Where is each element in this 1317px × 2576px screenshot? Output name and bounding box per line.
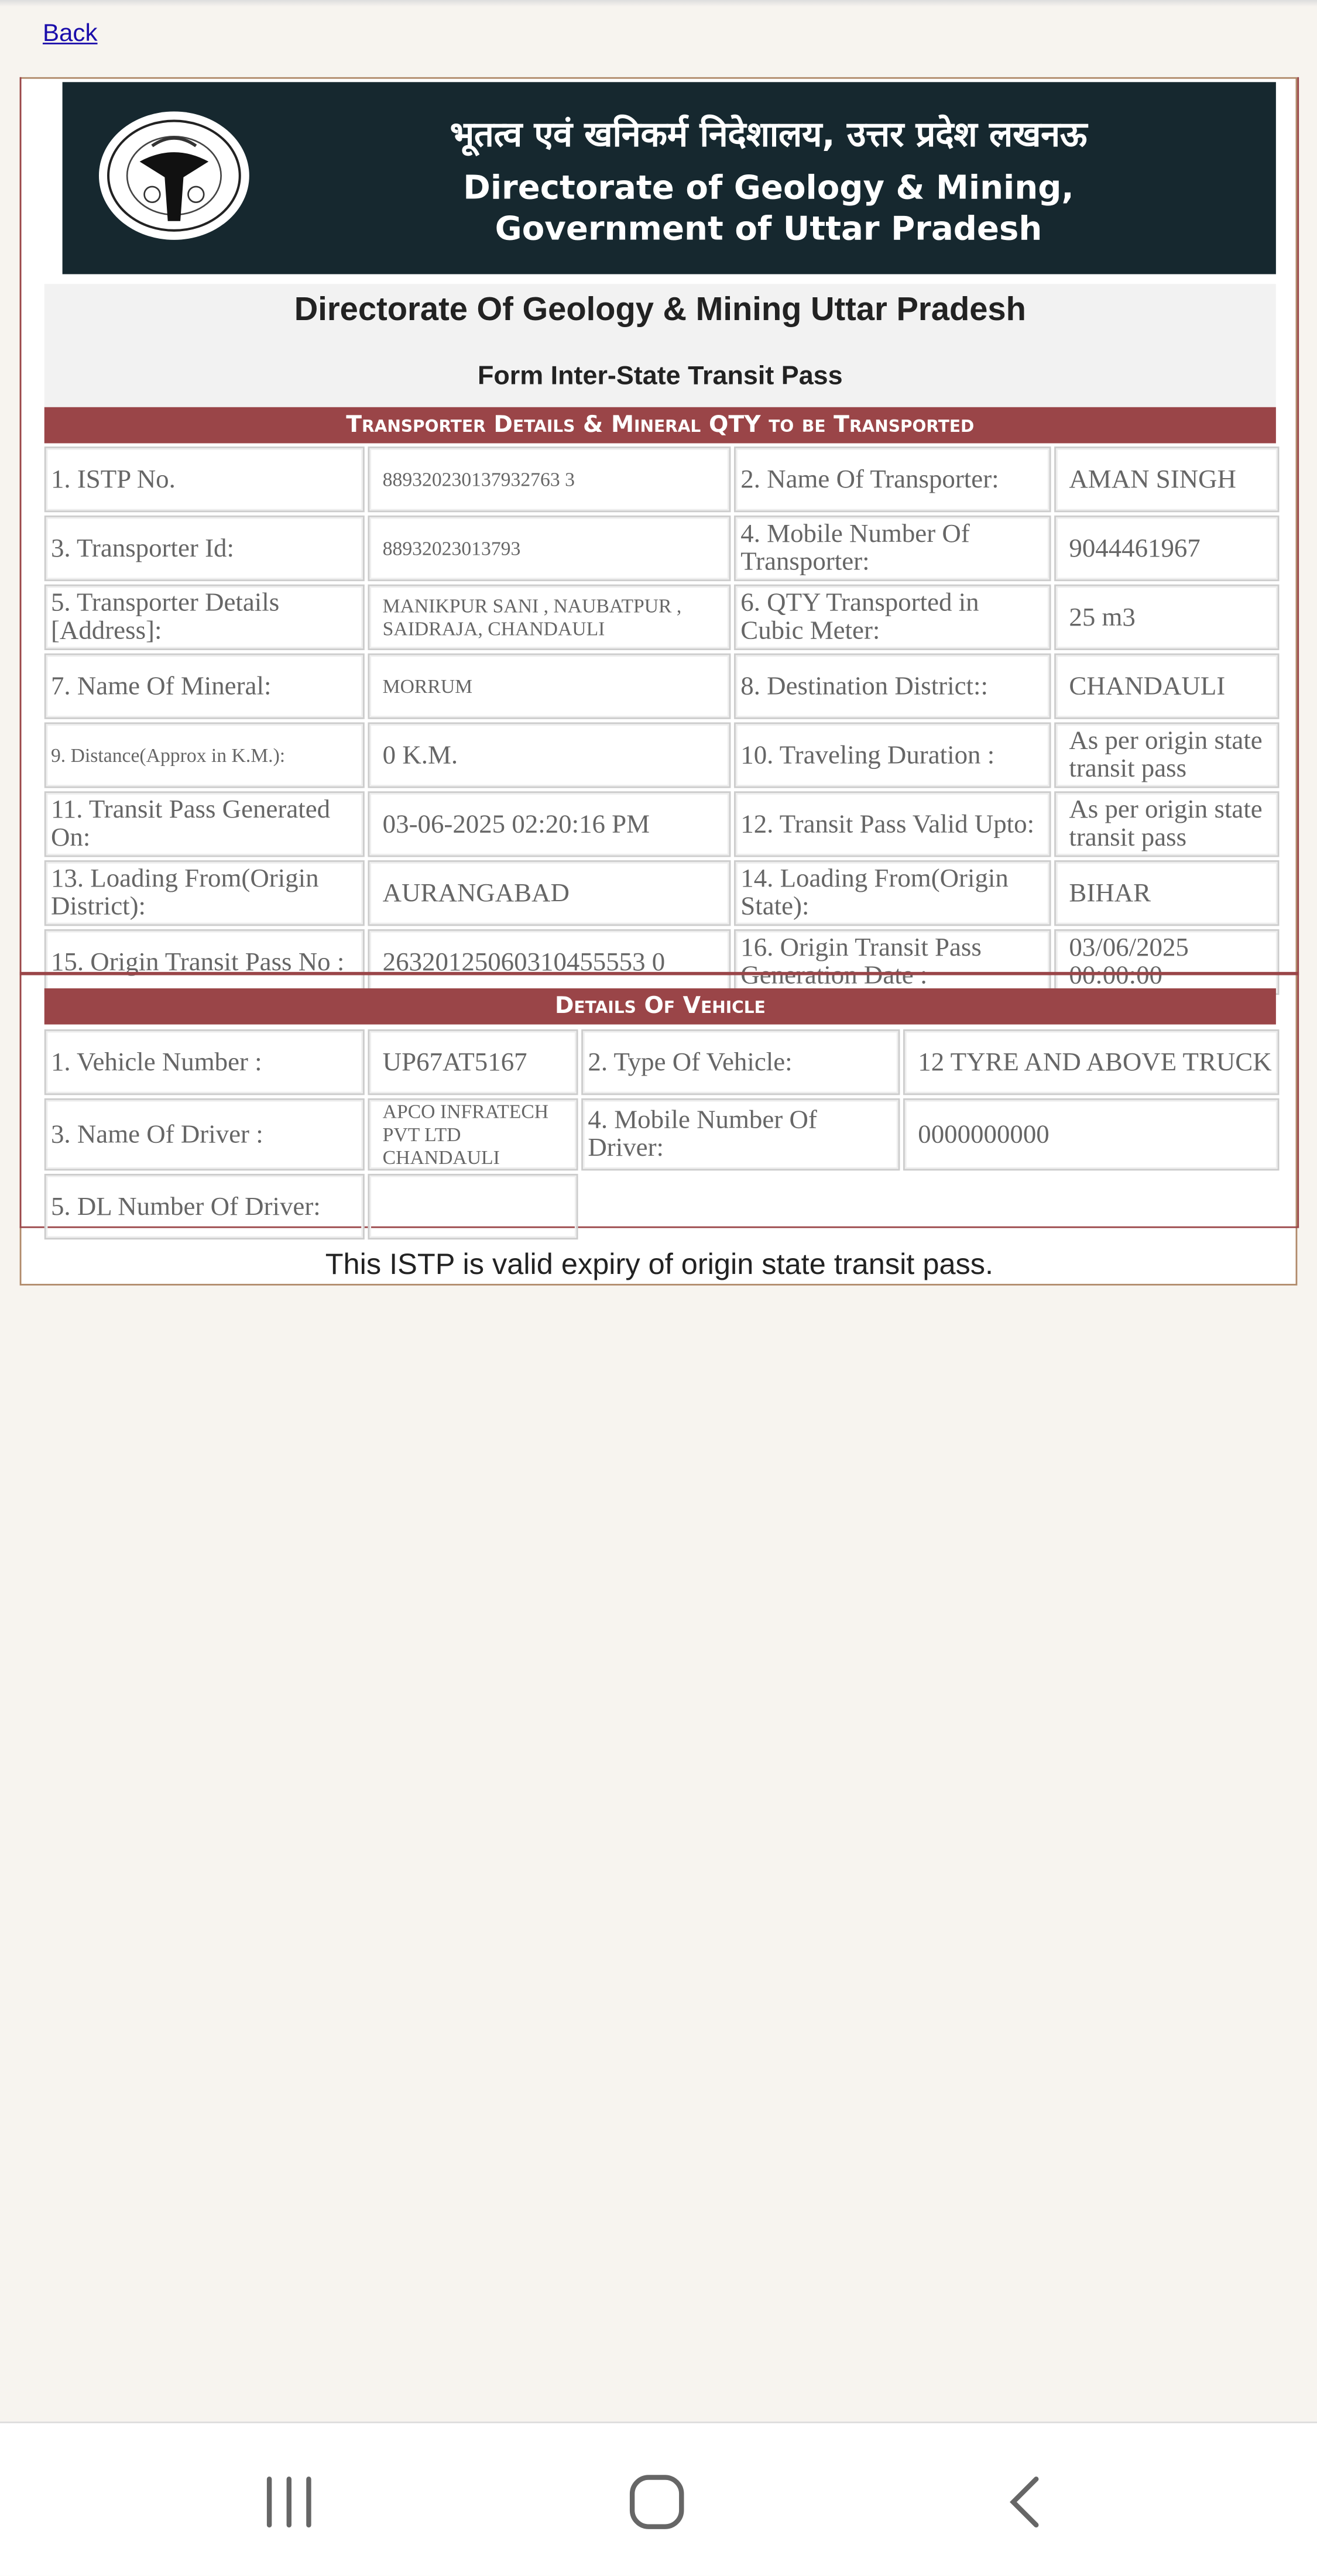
field-label: 1. ISTP No. (44, 446, 365, 513)
field-value: 25 m3 (1054, 584, 1280, 650)
banner-title-line2: Government of Uttar Pradesh (495, 208, 1042, 248)
table-row: 13. Loading From(Origin District): AURANG… (44, 860, 1280, 926)
up-government-emblem-icon (98, 111, 249, 240)
table-row: 1. Vehicle Number : UP67AT5167 2. Type Of … (44, 1029, 1280, 1095)
system-navigation-bar (0, 2422, 1317, 2576)
field-label: 15. Origin Transit Pass No : (44, 929, 365, 995)
back-link[interactable]: Back (42, 19, 98, 48)
table-row: 3. Name Of Driver : APCO INFRATECH PVT LT… (44, 1098, 1280, 1171)
transit-pass-inner-border (19, 77, 1299, 1228)
table-row: 7. Name Of Mineral: MORRUM 8. Destination … (44, 653, 1280, 719)
form-subtitle: Form Inter-State Transit Pass (477, 363, 843, 391)
field-value: APCO INFRATECH PVT LTD CHANDAULI (368, 1098, 578, 1171)
field-value: As per origin state transit pass (1054, 791, 1280, 857)
field-label: 4. Mobile Number Of Driver: (581, 1098, 900, 1171)
section-header-vehicle: Details Of Vehicle (44, 988, 1276, 1025)
field-value (368, 1173, 578, 1240)
field-label: 10. Traveling Duration : (734, 722, 1051, 788)
field-value: CHANDAULI (1054, 653, 1280, 719)
top-shade (0, 0, 1317, 7)
recent-apps-icon[interactable] (256, 2469, 322, 2534)
field-label: 2. Type Of Vehicle: (581, 1029, 900, 1095)
table-row: 9. Distance(Approx in K.M.): 0 K.M. 10. Tr… (44, 722, 1280, 788)
field-value: AURANGABAD (368, 860, 731, 926)
home-icon[interactable] (624, 2469, 690, 2534)
table-row: 15. Origin Transit Pass No :263201250603… (44, 929, 1280, 995)
field-label: 2. Name Of Transporter: (734, 446, 1051, 513)
banner-hindi-title: भूतत्व एवं खनिकर्म निदेशालय, उत्तर प्रदे… (450, 115, 1088, 154)
field-value: As per origin state transit pass (1054, 722, 1280, 788)
field-label: 12. Transit Pass Valid Upto: (734, 791, 1051, 857)
transporter-details-table: 1. ISTP No. 889320230137932763 3 2. Name O… (41, 443, 1282, 998)
field-label: 16. Origin Transit Pass Generation Date … (734, 929, 1051, 995)
section-divider (19, 971, 1299, 975)
page-title: Directorate Of Geology & Mining Uttar Pr… (294, 292, 1026, 329)
field-label: 13. Loading From(Origin District): (44, 860, 365, 926)
table-row: 3. Transporter Id: 88932023013793 4. Mobil… (44, 515, 1280, 582)
field-value: 889320230137932763 3 (368, 446, 731, 513)
field-value: 88932023013793 (368, 515, 731, 582)
field-value: 0 K.M. (368, 722, 731, 788)
field-value: 12 TYRE AND ABOVE TRUCK (903, 1029, 1280, 1095)
field-label: 3. Transporter Id: (44, 515, 365, 582)
field-value: 0000000000 (903, 1098, 1280, 1171)
table-row: 5. DL Number Of Driver: (44, 1173, 1280, 1240)
title-box: Directorate Of Geology & Mining Uttar Pr… (44, 284, 1276, 407)
field-label: 8. Destination District:: (734, 653, 1051, 719)
field-label: 14. Loading From(Origin State): (734, 860, 1051, 926)
field-label: 9. Distance(Approx in K.M.): (44, 722, 365, 788)
header-banner: भूतत्व एवं खनिकर्म निदेशालय, उत्तर प्रदे… (62, 82, 1276, 274)
banner-title-line1: Directorate of Geology & Mining, (463, 167, 1074, 207)
table-row: 11. Transit Pass Generated On: 03-06-2025… (44, 791, 1280, 857)
field-value: 03/06/2025 00:00:00 (1054, 929, 1280, 995)
field-label: 3. Name Of Driver : (44, 1098, 365, 1171)
field-value: MORRUM (368, 653, 731, 719)
field-value: 26320125060310455553 0 (368, 929, 731, 995)
table-row: 1. ISTP No. 889320230137932763 3 2. Name O… (44, 446, 1280, 513)
field-value: UP67AT5167 (368, 1029, 578, 1095)
field-value: MANIKPUR SANI , NAUBATPUR , SAIDRAJA, CH… (368, 584, 731, 650)
field-label: 6. QTY Transported in Cubic Meter: (734, 584, 1051, 650)
table-row: 5. Transporter Details [Address]: MANIKPU… (44, 584, 1280, 650)
field-value: 9044461967 (1054, 515, 1280, 582)
field-label: 11. Transit Pass Generated On: (44, 791, 365, 857)
field-value: AMAN SINGH (1054, 446, 1280, 513)
vehicle-details-table: 1. Vehicle Number : UP67AT5167 2. Type Of … (41, 1026, 1282, 1242)
section-header-transporter: Transporter Details & Mineral QTY to be … (44, 407, 1276, 444)
back-icon[interactable] (993, 2469, 1059, 2534)
field-label: 5. Transporter Details [Address]: (44, 584, 365, 650)
field-value: BIHAR (1054, 860, 1280, 926)
validity-note: This ISTP is valid expiry of origin stat… (325, 1248, 994, 1281)
field-value: 03-06-2025 02:20:16 PM (368, 791, 731, 857)
field-label: 4. Mobile Number Of Transporter: (734, 515, 1051, 582)
field-label: 1. Vehicle Number : (44, 1029, 365, 1095)
field-label: 5. DL Number Of Driver: (44, 1173, 365, 1240)
transit-pass-card (19, 77, 1298, 1286)
field-label: 7. Name Of Mineral: (44, 653, 365, 719)
